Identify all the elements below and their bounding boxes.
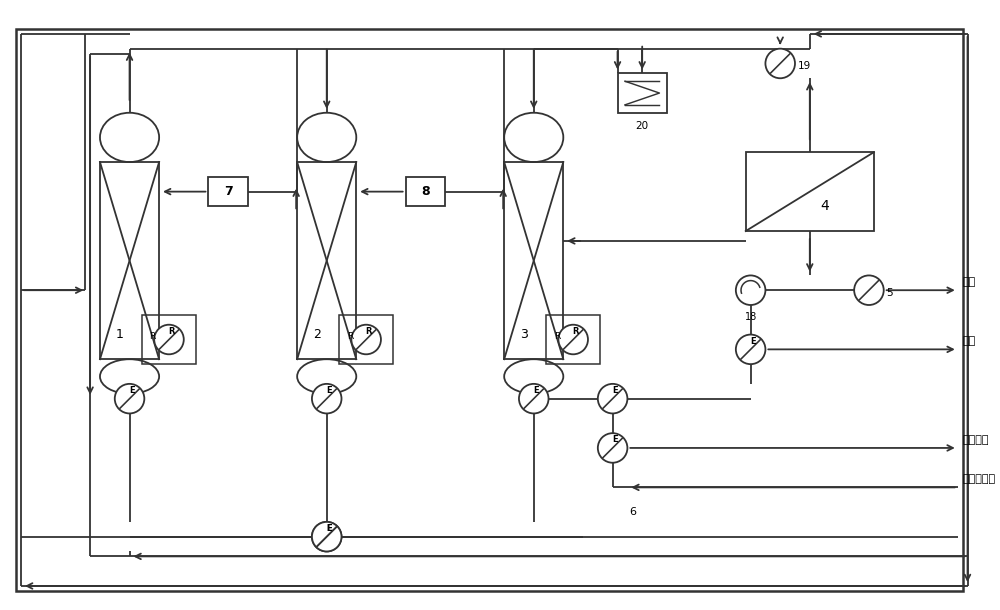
Circle shape bbox=[598, 384, 627, 414]
Bar bbox=[208, 177, 248, 206]
Text: 1: 1 bbox=[116, 328, 124, 341]
Text: 废水: 废水 bbox=[963, 336, 976, 346]
Circle shape bbox=[765, 49, 795, 78]
Text: R: R bbox=[572, 327, 579, 336]
Text: R: R bbox=[150, 332, 156, 341]
Bar bbox=[142, 315, 196, 364]
Text: 6: 6 bbox=[629, 507, 636, 517]
Text: R: R bbox=[347, 332, 353, 341]
Text: E: E bbox=[612, 386, 618, 395]
Circle shape bbox=[558, 325, 588, 354]
Text: 8: 8 bbox=[421, 185, 430, 198]
Text: 成品乙醇: 成品乙醇 bbox=[963, 435, 989, 445]
Ellipse shape bbox=[100, 359, 159, 393]
Text: R: R bbox=[554, 332, 560, 341]
Bar bbox=[406, 177, 445, 206]
Circle shape bbox=[312, 384, 342, 414]
Circle shape bbox=[519, 384, 549, 414]
Circle shape bbox=[598, 433, 627, 463]
Circle shape bbox=[736, 276, 765, 305]
Ellipse shape bbox=[100, 113, 159, 162]
Text: R: R bbox=[168, 327, 174, 336]
Text: 20: 20 bbox=[636, 121, 649, 131]
Circle shape bbox=[312, 522, 342, 551]
Circle shape bbox=[736, 334, 765, 364]
Text: E: E bbox=[326, 524, 332, 533]
Circle shape bbox=[312, 522, 342, 551]
Ellipse shape bbox=[504, 113, 563, 162]
Bar bbox=[618, 73, 667, 113]
Text: E: E bbox=[750, 337, 756, 346]
Text: R: R bbox=[365, 327, 372, 336]
Bar bbox=[746, 152, 874, 231]
Text: E: E bbox=[326, 386, 332, 395]
Text: 5: 5 bbox=[886, 288, 892, 298]
Text: 4: 4 bbox=[820, 199, 829, 213]
Text: 2: 2 bbox=[313, 328, 321, 341]
Text: 发酵液原料: 发酵液原料 bbox=[963, 475, 996, 484]
Text: 19: 19 bbox=[798, 62, 811, 71]
Text: E: E bbox=[533, 386, 539, 395]
Text: E: E bbox=[326, 524, 332, 533]
Text: 7: 7 bbox=[224, 185, 233, 198]
Circle shape bbox=[351, 325, 381, 354]
Circle shape bbox=[154, 325, 184, 354]
Text: 18: 18 bbox=[745, 312, 757, 323]
Circle shape bbox=[854, 276, 884, 305]
Bar bbox=[339, 315, 393, 364]
Ellipse shape bbox=[504, 359, 563, 393]
Text: E: E bbox=[129, 386, 135, 395]
Text: E: E bbox=[612, 436, 618, 444]
Circle shape bbox=[115, 384, 144, 414]
Text: 3: 3 bbox=[520, 328, 528, 341]
Bar bbox=[546, 315, 600, 364]
Ellipse shape bbox=[297, 113, 356, 162]
Text: 废水: 废水 bbox=[963, 278, 976, 287]
Ellipse shape bbox=[297, 359, 356, 393]
